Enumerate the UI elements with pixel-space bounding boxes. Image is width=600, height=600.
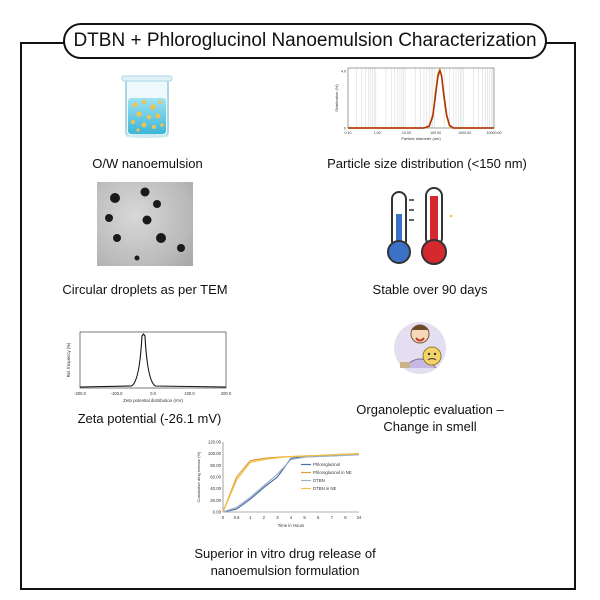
tem-image	[97, 182, 193, 266]
psd-plot-area	[347, 67, 495, 129]
organoleptic-icon	[394, 322, 446, 374]
psd-x-tick: 10.00	[402, 131, 411, 135]
psd-x-tick: 10000.00	[487, 131, 502, 135]
zeta-x-tick: -100.0	[111, 391, 124, 396]
release-y-tick: 80.00	[210, 463, 221, 468]
psd-x-tick: 1.00	[374, 131, 381, 135]
page-title: DTBN + Phloroglucinol Nanoemulsion Chara…	[63, 23, 547, 59]
release-series-line-3	[222, 454, 360, 513]
caption-release: Superior in vitro drug release of nanoem…	[165, 545, 405, 579]
psd-x-tick: 1000.00	[458, 131, 471, 135]
caption-stable: Stable over 90 days	[372, 282, 488, 297]
caption-emulsion: O/W nanoemulsion	[92, 156, 203, 171]
release-y-tick: 40.00	[210, 486, 221, 491]
release-x-tick: 3	[276, 515, 279, 520]
tem-droplets	[105, 187, 185, 261]
release-legend-label-1: Phloroglucinol	[313, 462, 340, 467]
release-x-tick: 1	[249, 515, 252, 520]
psd-series-line-1	[348, 67, 494, 129]
psd-x-label: Particle diameter (nm)	[401, 136, 441, 141]
release-x-tick: 24	[357, 515, 362, 520]
caption-organoleptic-line2: Change in smell	[383, 419, 477, 434]
release-y-tick: 100.00	[208, 451, 222, 456]
zeta-plot-area	[79, 331, 227, 389]
psd-chart: 0.10 1.00 10.00 100.00 1000.00 10000.00 0 4.0 Pa…	[334, 67, 502, 141]
psd-y-tick: 4.0	[341, 69, 346, 73]
caption-release-line1: Superior in vitro drug release of	[194, 546, 376, 561]
release-chart: 0.00 20.00 40.00 60.00 80.00 100.00 120.00 0 0.5…	[196, 440, 362, 529]
psd-x-tick: 0.10	[345, 131, 352, 135]
release-legend-label-3: DTBN	[313, 478, 325, 483]
release-y-tick: 0.00	[213, 510, 222, 515]
caption-zeta: Zeta potential (-26.1 mV)	[77, 411, 222, 426]
release-x-tick: 0	[222, 515, 225, 520]
psd-x-tick: 100.00	[430, 131, 441, 135]
release-legend-label-2: Phloroglucinol in NE	[313, 470, 352, 475]
caption-organoleptic: Organoleptic evaluation – Change in smel…	[320, 401, 540, 435]
zeta-y-label: Rel. frequency (%)	[66, 342, 71, 377]
zeta-x-tick: -200.0	[74, 391, 87, 396]
caption-tem: Circular droplets as per TEM	[62, 282, 228, 297]
release-x-tick: 5	[303, 515, 306, 520]
psd-y-label: Distribution (%)	[334, 84, 339, 112]
release-y-label: Cumulative drug release (%)	[196, 451, 201, 502]
release-y-tick: 20.00	[210, 498, 221, 503]
zeta-x-tick: 200.0	[221, 391, 232, 396]
release-x-tick: 2	[263, 515, 266, 520]
zeta-peak-line	[79, 333, 227, 388]
release-x-tick: 7	[331, 515, 334, 520]
release-x-label: Time in Hours	[278, 523, 305, 528]
zeta-chart: -200.0 -100.0 0.0 100.0 200.0 Zeta potential …	[66, 331, 232, 403]
zeta-x-tick: 100.0	[184, 391, 195, 396]
caption-release-line2: nanoemulsion formulation	[210, 563, 360, 578]
release-y-tick: 120.00	[208, 440, 222, 445]
beaker-icon	[121, 75, 173, 138]
release-legend-label-4: DTBN in NE	[313, 486, 337, 491]
caption-psd: Particle size distribution (<150 nm)	[327, 156, 527, 171]
psd-y-tick: 0	[344, 127, 346, 131]
release-x-tick: 0.5	[234, 515, 241, 520]
zeta-x-tick: 0.0	[150, 391, 156, 396]
zeta-x-label: Zeta potential distribution (mV)	[123, 398, 183, 403]
release-series-line-4	[222, 453, 360, 513]
title-text: DTBN + Phloroglucinol Nanoemulsion Chara…	[73, 30, 537, 51]
release-x-tick: 8	[344, 515, 347, 520]
release-y-tick: 60.00	[210, 475, 221, 480]
caption-organoleptic-line1: Organoleptic evaluation –	[356, 402, 504, 417]
psd-series-line-2	[348, 68, 494, 129]
release-x-tick: 4	[290, 515, 293, 520]
thermometer-icon	[387, 187, 453, 265]
release-x-tick: 6	[317, 515, 320, 520]
